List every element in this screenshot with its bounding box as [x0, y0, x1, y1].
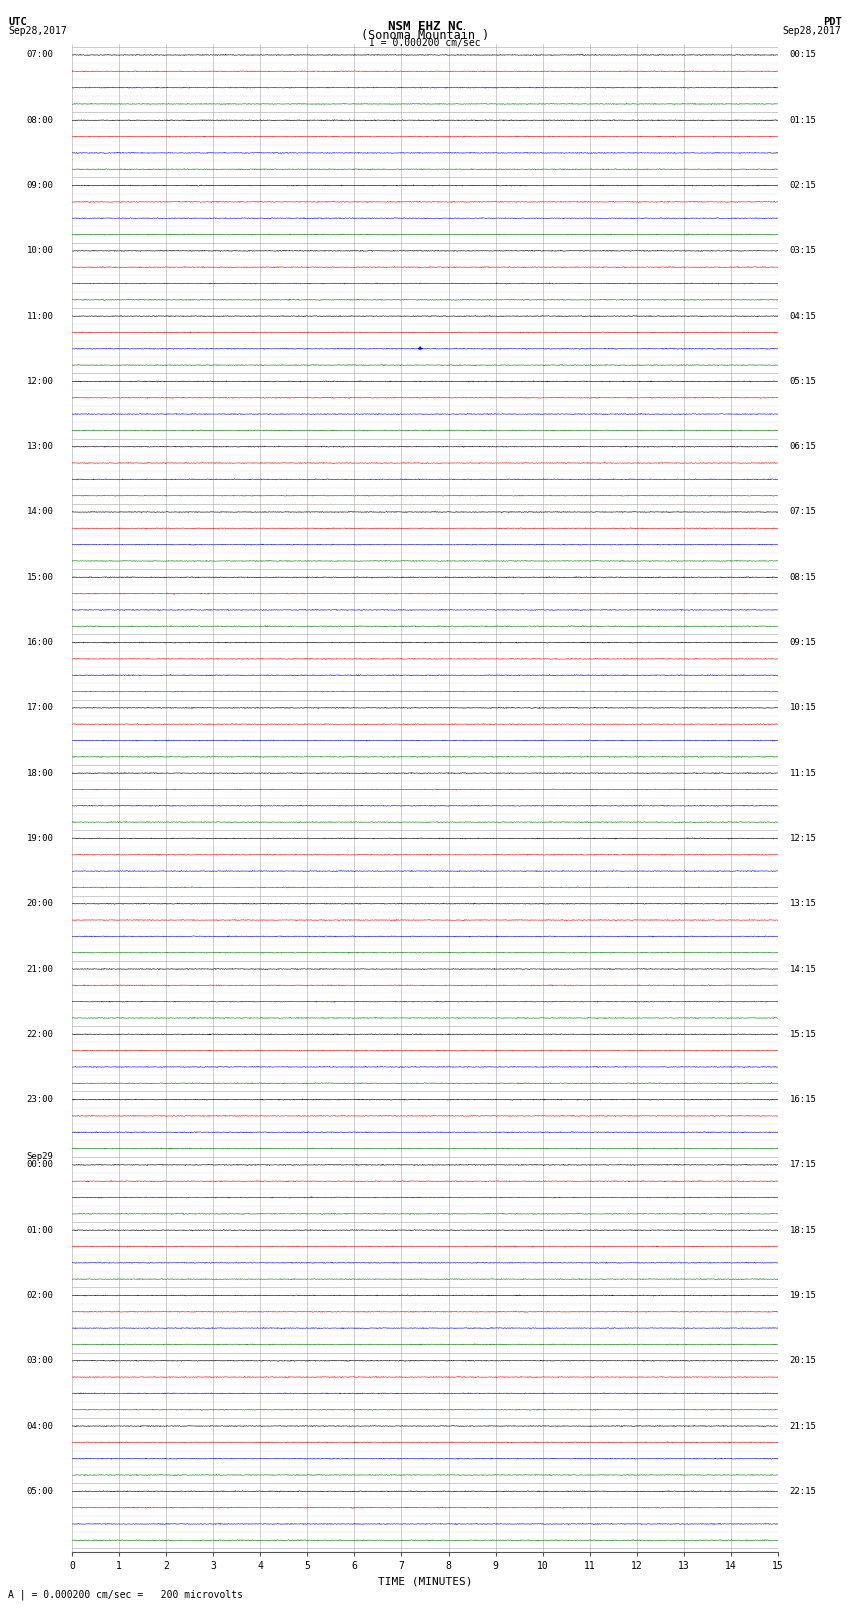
Text: 00:00: 00:00: [26, 1160, 54, 1169]
Text: 22:00: 22:00: [26, 1029, 54, 1039]
Text: 20:15: 20:15: [790, 1357, 816, 1365]
Text: 14:15: 14:15: [790, 965, 816, 974]
Text: 10:00: 10:00: [26, 247, 54, 255]
Text: 07:00: 07:00: [26, 50, 54, 60]
Text: 21:15: 21:15: [790, 1421, 816, 1431]
Text: 21:00: 21:00: [26, 965, 54, 974]
Text: 15:15: 15:15: [790, 1029, 816, 1039]
Text: 19:15: 19:15: [790, 1290, 816, 1300]
Text: 04:00: 04:00: [26, 1421, 54, 1431]
Text: Sep29: Sep29: [26, 1152, 54, 1161]
Text: Sep28,2017: Sep28,2017: [783, 26, 842, 35]
X-axis label: TIME (MINUTES): TIME (MINUTES): [377, 1576, 473, 1586]
Text: 12:00: 12:00: [26, 377, 54, 386]
Text: 03:00: 03:00: [26, 1357, 54, 1365]
Text: 09:15: 09:15: [790, 639, 816, 647]
Text: 22:15: 22:15: [790, 1487, 816, 1495]
Text: 04:15: 04:15: [790, 311, 816, 321]
Text: 18:00: 18:00: [26, 769, 54, 777]
Text: 20:00: 20:00: [26, 898, 54, 908]
Text: 11:15: 11:15: [790, 769, 816, 777]
Text: 02:15: 02:15: [790, 181, 816, 190]
Text: 12:15: 12:15: [790, 834, 816, 844]
Text: (Sonoma Mountain ): (Sonoma Mountain ): [361, 29, 489, 42]
Text: 10:15: 10:15: [790, 703, 816, 713]
Text: 17:00: 17:00: [26, 703, 54, 713]
Text: 17:15: 17:15: [790, 1160, 816, 1169]
Text: 01:15: 01:15: [790, 116, 816, 124]
Text: PDT: PDT: [823, 18, 842, 27]
Text: 19:00: 19:00: [26, 834, 54, 844]
Text: 11:00: 11:00: [26, 311, 54, 321]
Text: 18:15: 18:15: [790, 1226, 816, 1234]
Text: 02:00: 02:00: [26, 1290, 54, 1300]
Text: Sep28,2017: Sep28,2017: [8, 26, 67, 35]
Text: 15:00: 15:00: [26, 573, 54, 582]
Text: NSM EHZ NC: NSM EHZ NC: [388, 19, 462, 34]
Text: I = 0.000200 cm/sec: I = 0.000200 cm/sec: [369, 37, 481, 48]
Text: 16:15: 16:15: [790, 1095, 816, 1103]
Text: 01:00: 01:00: [26, 1226, 54, 1234]
Text: 07:15: 07:15: [790, 508, 816, 516]
Text: 05:00: 05:00: [26, 1487, 54, 1495]
Text: 14:00: 14:00: [26, 508, 54, 516]
Text: A | = 0.000200 cm/sec =   200 microvolts: A | = 0.000200 cm/sec = 200 microvolts: [8, 1589, 243, 1600]
Text: 08:00: 08:00: [26, 116, 54, 124]
Text: 08:15: 08:15: [790, 573, 816, 582]
Text: 03:15: 03:15: [790, 247, 816, 255]
Text: 05:15: 05:15: [790, 377, 816, 386]
Text: 16:00: 16:00: [26, 639, 54, 647]
Text: 23:00: 23:00: [26, 1095, 54, 1103]
Text: 00:15: 00:15: [790, 50, 816, 60]
Text: 06:15: 06:15: [790, 442, 816, 452]
Text: UTC: UTC: [8, 18, 27, 27]
Text: 13:00: 13:00: [26, 442, 54, 452]
Text: 09:00: 09:00: [26, 181, 54, 190]
Text: 13:15: 13:15: [790, 898, 816, 908]
